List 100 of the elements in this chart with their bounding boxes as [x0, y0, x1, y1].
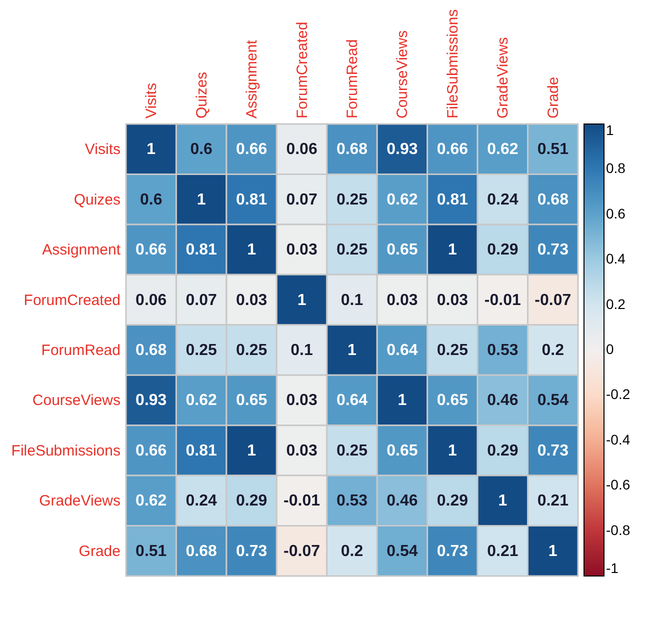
y-tick-label: Quizes	[74, 191, 120, 208]
data-label: 0.03	[286, 392, 318, 410]
data-label: 1	[448, 242, 457, 259]
color-bar-label: 0.4	[606, 250, 626, 267]
data-label: 0.73	[537, 442, 569, 460]
y-tick-label: FileSubmissions	[11, 442, 120, 460]
data-label: 0.06	[136, 292, 167, 309]
data-label: 0.1	[290, 342, 313, 359]
data-label: 1	[247, 242, 256, 259]
data-label: 0.29	[236, 492, 268, 510]
data-label: 0.21	[537, 492, 569, 510]
data-label: 0.68	[537, 191, 569, 208]
data-label: 0.66	[136, 242, 167, 259]
x-tick-label: Quizes	[193, 72, 210, 118]
data-label: 0.25	[336, 191, 368, 208]
data-label: 0.46	[487, 392, 518, 410]
data-label: 0.66	[136, 442, 167, 460]
data-label: 0.2	[340, 542, 364, 560]
data-label: 0.81	[436, 191, 468, 208]
color-bar-label: -0.2	[606, 386, 630, 402]
data-label: 0.73	[236, 542, 268, 560]
data-label: 0.06	[286, 141, 318, 158]
data-label: 0.62	[386, 191, 418, 208]
data-label: 0.03	[286, 242, 318, 259]
color-bar-label: 0.6	[606, 205, 626, 222]
data-label: 0.93	[136, 392, 167, 410]
data-label: 0.62	[136, 492, 167, 510]
data-label: 0.81	[186, 242, 218, 259]
data-label: 0.25	[186, 342, 218, 359]
color-bar-label: -0.6	[606, 476, 630, 493]
color-bar-label: 1	[606, 122, 614, 138]
data-label: 0.62	[487, 141, 518, 158]
y-tick-label: ForumRead	[41, 342, 120, 359]
data-label: 0.24	[186, 492, 218, 510]
data-label: 0.03	[386, 292, 418, 309]
data-label: 0.29	[436, 492, 468, 510]
data-label: 1	[297, 292, 306, 309]
data-label: 0.29	[487, 242, 518, 259]
color-bar-label: 0.8	[606, 160, 626, 176]
data-label: 0.51	[537, 141, 569, 158]
data-label: 0.51	[136, 542, 167, 560]
x-tick-label: GradeViews	[494, 37, 512, 118]
data-label: 0.62	[186, 392, 218, 410]
data-label: 1	[196, 191, 206, 208]
data-label: 1	[498, 492, 508, 510]
data-label: 0.54	[386, 542, 418, 560]
color-bar-label: -1	[606, 560, 619, 576]
color-bar-label: -0.4	[606, 431, 630, 448]
data-label: 0.66	[436, 141, 468, 158]
data-label: 0.25	[336, 242, 368, 259]
data-label: 0.03	[236, 292, 268, 309]
data-label: 0.25	[236, 342, 268, 359]
data-label: 0.64	[386, 342, 418, 359]
data-label: 0.65	[386, 442, 418, 460]
data-label: -0.01	[284, 492, 320, 510]
data-label: 1	[348, 342, 357, 359]
data-label: 0.03	[286, 442, 318, 460]
data-label: 0.73	[436, 542, 468, 560]
y-tick-label: GradeViews	[39, 492, 120, 510]
data-label: 1	[146, 141, 156, 158]
data-label: 0.07	[186, 292, 218, 309]
data-label: 0.29	[487, 442, 518, 460]
x-tick-label: Grade	[544, 76, 562, 118]
data-label: -0.07	[534, 292, 572, 309]
data-label: 0.64	[336, 392, 368, 410]
color-bar-label: -0.8	[606, 522, 630, 538]
data-label: 0.03	[436, 292, 468, 309]
x-tick-label: ForumRead	[344, 39, 361, 118]
data-label: 1	[398, 392, 407, 410]
data-label: 0.65	[436, 392, 468, 410]
data-label: 0.24	[487, 191, 518, 208]
data-label: 0.21	[487, 542, 518, 560]
data-label: 0.66	[236, 141, 268, 158]
data-label: 0.25	[336, 442, 368, 460]
data-label: 0.07	[286, 191, 318, 208]
data-label: 1	[247, 442, 256, 460]
y-tick-label: Visits	[84, 141, 120, 158]
data-label: 0.68	[336, 141, 368, 158]
data-label: 0.46	[386, 492, 418, 510]
x-tick-label: Visits	[143, 82, 160, 118]
y-tick-label: Assignment	[42, 242, 122, 259]
x-tick-label: Assignment	[244, 39, 261, 118]
data-label: -0.07	[284, 542, 320, 560]
data-label: 0.65	[386, 242, 418, 259]
x-tick-label: FileSubmissions	[444, 9, 462, 118]
y-tick-label: CourseViews	[32, 392, 120, 410]
data-label: 1	[448, 442, 457, 460]
y-tick-label: ForumCreated	[24, 292, 120, 309]
data-label: 0.6	[190, 141, 213, 158]
y-tick-label: Grade	[78, 542, 120, 560]
data-label: 0.81	[186, 442, 218, 460]
data-label: 0.1	[340, 292, 364, 309]
data-label: 0.54	[537, 392, 569, 410]
data-label: 1	[548, 542, 558, 560]
data-label: 0.68	[186, 542, 218, 560]
data-label: 0.2	[542, 342, 564, 359]
data-label: 0.68	[136, 342, 167, 359]
data-label: 0.25	[436, 342, 468, 359]
color-bar-label: 0.2	[606, 296, 626, 312]
color-bar-label: 0	[606, 341, 614, 357]
